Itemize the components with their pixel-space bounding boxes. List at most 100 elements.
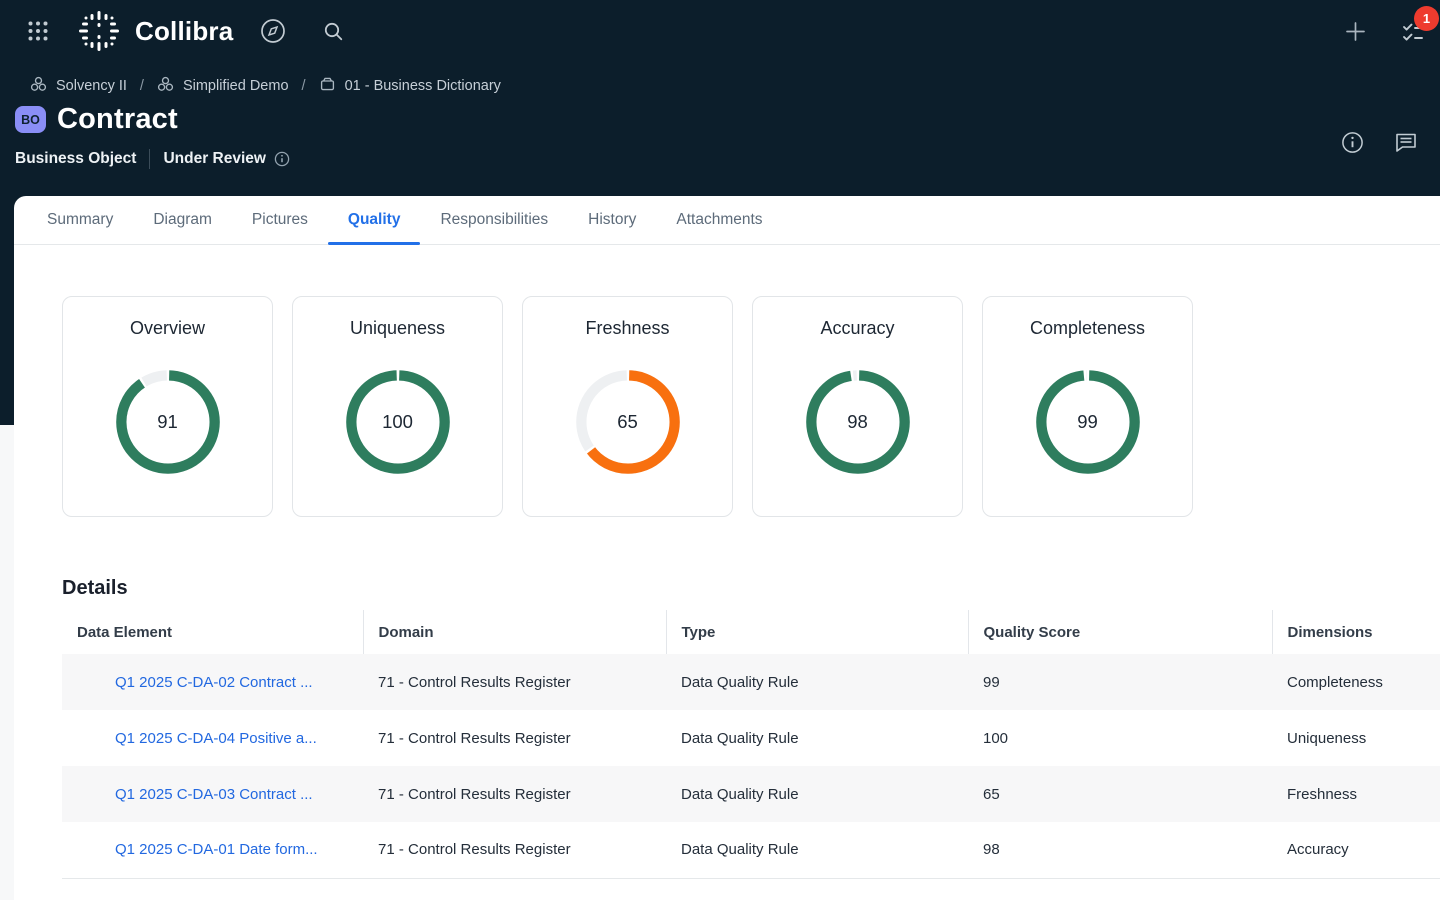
cell-type: Data Quality Rule [681,729,799,747]
donut-chart [344,369,451,475]
quality-card-accuracy: Accuracy 98 [752,296,963,517]
quality-gauge-cards: Overview 91 Uniqueness 100 Freshness 65 Accura… [62,296,1440,517]
gauge-value: 100 [382,411,413,432]
gauge-value: 91 [157,411,178,432]
details-table: Data Element Domain Type Quality Score Dimen… [62,610,1440,879]
asset-subheader: Business Object Under Review [15,148,290,170]
gauge-title: Freshness [585,318,670,338]
content-panel: Summary Diagram Pictures Quality Responsibil… [14,196,1440,900]
cell-dimensions: Completeness [1287,673,1383,691]
quality-card-freshness: Freshness 65 [522,296,733,517]
table-body: Q1 2025 C-DA-02 Contract ... 71 - Control… [62,654,1440,878]
community-icon [157,76,174,96]
donut-chart [114,369,221,475]
breadcrumb: Solvency II / Simplified Demo / 01 - Busines… [30,74,501,98]
tab-pictures[interactable]: Pictures [251,211,308,228]
gauge-value: 65 [617,411,638,432]
app-switcher-icon[interactable] [27,20,49,42]
table-row: Q1 2025 C-DA-01 Date form... 71 - Control… [62,822,1440,878]
gauge-title: Overview [129,318,205,338]
cell-quality-score: 99 [983,673,1000,691]
table-header-row: Data Element Domain Type Quality Score Dimen… [62,610,1440,654]
cell-type: Data Quality Rule [681,841,799,859]
cell-type: Data Quality Rule [681,673,799,691]
column-header-dimensions[interactable]: Dimensions [1271,610,1440,654]
tasks-icon[interactable]: 1 [1402,6,1439,42]
tab-bar: Summary Diagram Pictures Quality Responsibil… [14,196,1440,245]
info-icon[interactable] [1341,131,1364,154]
search-icon[interactable] [323,21,344,42]
tab-responsibilities[interactable]: Responsibilities [440,211,549,228]
column-header-domain[interactable]: Domain [362,610,666,654]
breadcrumb-item[interactable]: Solvency II [30,76,127,96]
tab-history[interactable]: History [588,211,637,228]
breadcrumb-separator: / [301,78,306,94]
gauge-value: 98 [847,411,868,432]
data-element-link[interactable]: Q1 2025 C-DA-03 Contract ... [115,785,313,803]
gauge-title: Uniqueness [349,318,446,338]
notification-badge: 1 [1414,6,1439,31]
breadcrumb-separator: / [139,78,144,94]
quality-card-uniqueness: Uniqueness 100 [292,296,503,517]
community-icon [30,76,47,96]
breadcrumb-item[interactable]: 01 - Business Dictionary [319,76,501,96]
cell-domain: 71 - Control Results Register [378,841,571,859]
brand-name: Collibra [135,15,234,46]
subheader-divider [149,149,151,169]
data-element-link[interactable]: Q1 2025 C-DA-01 Date form... [115,841,318,859]
table-row: Q1 2025 C-DA-03 Contract ... 71 - Control… [62,766,1440,822]
cell-dimensions: Freshness [1287,785,1358,803]
breadcrumb-label: 01 - Business Dictionary [344,78,501,94]
cell-domain: 71 - Control Results Register [378,673,571,691]
cell-domain: 71 - Control Results Register [378,729,571,747]
cell-data-element: Q1 2025 C-DA-04 Positive a... [62,710,363,766]
donut-chart [574,369,681,475]
gauge-title: Accuracy [820,318,895,338]
data-element-link[interactable]: Q1 2025 C-DA-02 Contract ... [115,673,313,691]
asset-type-badge: BO [15,106,46,133]
cell-dimensions: Uniqueness [1287,729,1367,747]
cell-data-element: Q1 2025 C-DA-01 Date form... [62,822,363,878]
breadcrumb-label: Simplified Demo [182,78,289,94]
cell-dimensions: Accuracy [1287,841,1349,859]
details-section: Details Data Element Domain Type Quality Sc… [62,577,1440,879]
data-element-link[interactable]: Q1 2025 C-DA-04 Positive a... [115,729,317,747]
gauge-title: Completeness [1029,318,1146,338]
tab-diagram[interactable]: Diagram [153,211,212,228]
donut-chart [1034,369,1141,475]
cell-quality-score: 98 [983,841,1000,859]
column-header-data-element[interactable]: Data Element [77,623,173,641]
create-plus-icon[interactable] [1345,21,1366,42]
header-actions [1341,131,1418,154]
status-label: Under Review [163,150,266,167]
cell-quality-score: 65 [983,785,1000,803]
table-row: Q1 2025 C-DA-02 Contract ... 71 - Control… [62,654,1440,710]
collibra-logo-icon[interactable] [77,9,121,53]
donut-chart [804,369,911,475]
details-heading: Details [62,577,128,599]
gauge-value: 99 [1077,411,1098,432]
cell-domain: 71 - Control Results Register [378,785,571,803]
column-header-quality-score[interactable]: Quality Score [967,610,1272,654]
quality-card-overview: Overview 91 [62,296,273,517]
domain-icon [319,76,336,96]
quality-card-completeness: Completeness 99 [982,296,1193,517]
cell-quality-score: 100 [983,729,1009,747]
cell-data-element: Q1 2025 C-DA-03 Contract ... [62,766,363,822]
asset-type-label: Business Object [15,150,137,167]
cell-data-element: Q1 2025 C-DA-02 Contract ... [62,654,363,710]
breadcrumb-item[interactable]: Simplified Demo [157,76,289,96]
explore-compass-icon[interactable] [259,17,287,45]
breadcrumb-label: Solvency II [56,78,127,94]
tab-summary[interactable]: Summary [47,211,114,228]
asset-header: BO Contract [15,103,178,136]
status-info-icon[interactable] [274,151,290,167]
page-title: Contract [57,103,178,135]
cell-type: Data Quality Rule [681,785,799,803]
tab-quality[interactable]: Quality [327,196,421,245]
tab-attachments[interactable]: Attachments [676,211,763,228]
top-navigation-bar: Collibra 1 [0,0,1440,62]
comments-icon[interactable] [1394,131,1418,154]
table-row: Q1 2025 C-DA-04 Positive a... 71 - Contro… [62,710,1440,766]
column-header-type[interactable]: Type [665,610,968,654]
